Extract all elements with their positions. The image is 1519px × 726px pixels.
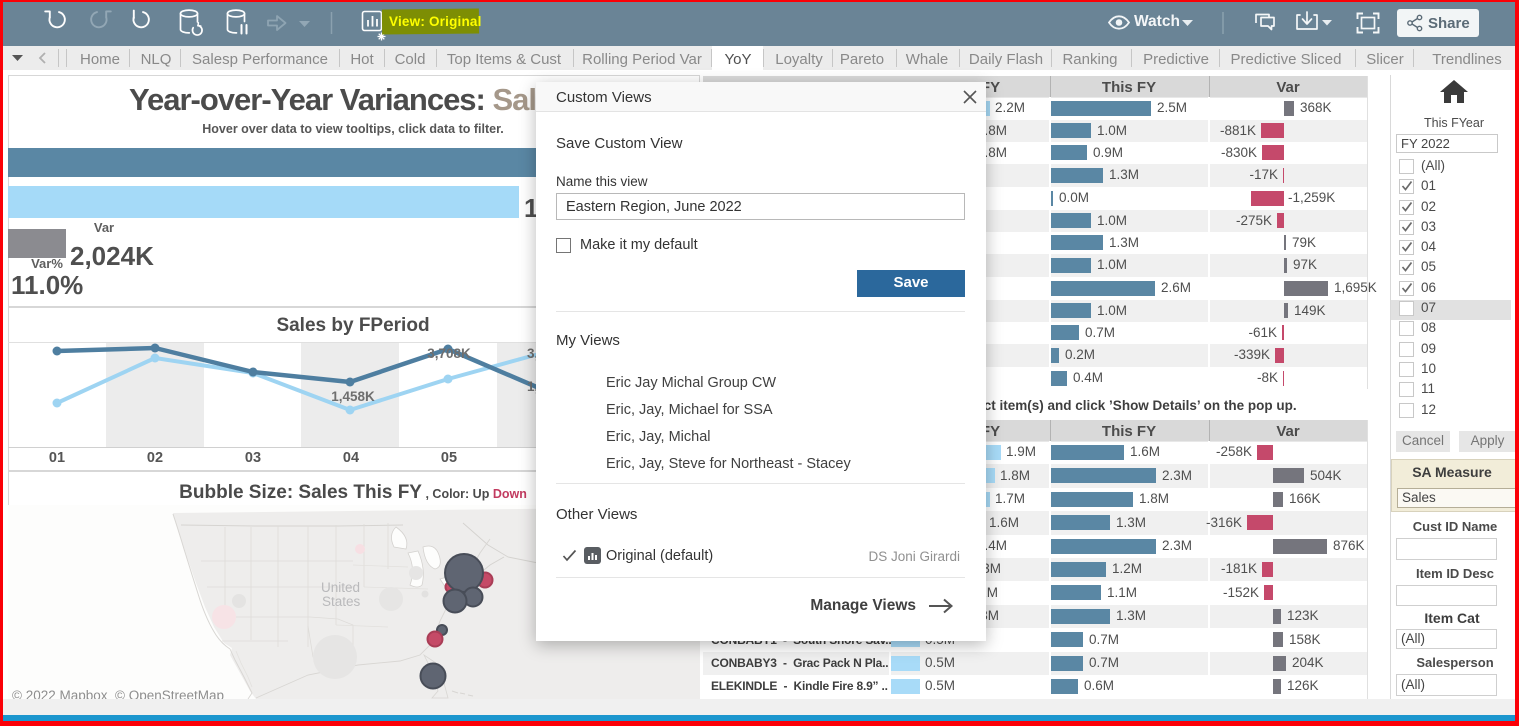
svg-text:States: States bbox=[322, 594, 361, 609]
svg-text:United: United bbox=[321, 580, 360, 595]
